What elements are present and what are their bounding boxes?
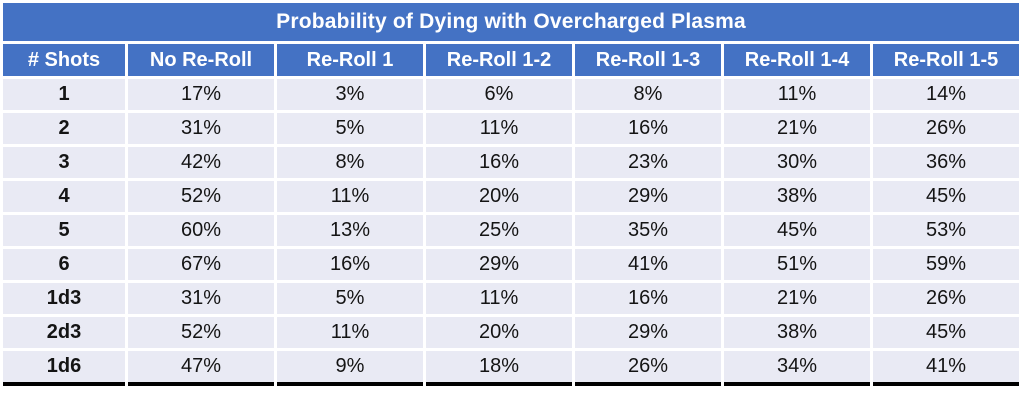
table-cell: 26% — [873, 283, 1020, 314]
table-cell: 26% — [873, 113, 1020, 144]
table-cell: 5% — [277, 283, 423, 314]
column-header-no-reroll: No Re-Roll — [128, 44, 274, 76]
table-cell: 8% — [575, 79, 721, 110]
probability-table: Probability of Dying with Overcharged Pl… — [3, 3, 1020, 386]
table-row: 2d3 52% 11% 20% 29% 38% 45% — [3, 317, 1020, 348]
column-header-reroll-1-3: Re-Roll 1-3 — [575, 44, 721, 76]
table-cell: 38% — [724, 181, 870, 212]
table-cell: 42% — [128, 147, 274, 178]
table-cell: 6% — [426, 79, 572, 110]
column-header-reroll-1-4: Re-Roll 1-4 — [724, 44, 870, 76]
table-title: Probability of Dying with Overcharged Pl… — [3, 3, 1020, 41]
table-cell: 8% — [277, 147, 423, 178]
table-cell: 31% — [128, 113, 274, 144]
table-cell: 11% — [426, 283, 572, 314]
column-header-reroll-1: Re-Roll 1 — [277, 44, 423, 76]
table-row: 6 67% 16% 29% 41% 51% 59% — [3, 249, 1020, 280]
table-row: 5 60% 13% 25% 35% 45% 53% — [3, 215, 1020, 246]
table-cell: 31% — [128, 283, 274, 314]
table-cell: 60% — [128, 215, 274, 246]
table-row: 1d3 31% 5% 11% 16% 21% 26% — [3, 283, 1020, 314]
table-cell: 14% — [873, 79, 1020, 110]
table-cell: 11% — [724, 79, 870, 110]
table-cell: 52% — [128, 181, 274, 212]
table-cell: 53% — [873, 215, 1020, 246]
table-cell: 23% — [575, 147, 721, 178]
table-cell: 16% — [277, 249, 423, 280]
table-cell: 41% — [873, 351, 1020, 386]
table-cell: 45% — [724, 215, 870, 246]
table-cell: 45% — [873, 317, 1020, 348]
row-label: 5 — [3, 215, 125, 246]
table-cell: 9% — [277, 351, 423, 386]
table-cell: 5% — [277, 113, 423, 144]
table-cell: 67% — [128, 249, 274, 280]
table-cell: 16% — [575, 283, 721, 314]
table-cell: 13% — [277, 215, 423, 246]
table-cell: 25% — [426, 215, 572, 246]
table-row: 1 17% 3% 6% 8% 11% 14% — [3, 79, 1020, 110]
table-cell: 20% — [426, 317, 572, 348]
table-cell: 29% — [575, 317, 721, 348]
table-cell: 21% — [724, 283, 870, 314]
table-cell: 18% — [426, 351, 572, 386]
table-cell: 52% — [128, 317, 274, 348]
row-label: 6 — [3, 249, 125, 280]
table-cell: 47% — [128, 351, 274, 386]
column-header-shots: # Shots — [3, 44, 125, 76]
table-cell: 26% — [575, 351, 721, 386]
title-row: Probability of Dying with Overcharged Pl… — [3, 3, 1020, 41]
table-cell: 21% — [724, 113, 870, 144]
table-cell: 16% — [575, 113, 721, 144]
column-header-reroll-1-5: Re-Roll 1-5 — [873, 44, 1020, 76]
table-cell: 16% — [426, 147, 572, 178]
table-cell: 51% — [724, 249, 870, 280]
table-cell: 35% — [575, 215, 721, 246]
row-label: 1d3 — [3, 283, 125, 314]
table-row: 2 31% 5% 11% 16% 21% 26% — [3, 113, 1020, 144]
table-cell: 11% — [277, 317, 423, 348]
row-label: 1 — [3, 79, 125, 110]
table-row: 1d6 47% 9% 18% 26% 34% 41% — [3, 351, 1020, 386]
row-label: 1d6 — [3, 351, 125, 386]
header-row: # Shots No Re-Roll Re-Roll 1 Re-Roll 1-2… — [3, 44, 1020, 76]
table-cell: 29% — [426, 249, 572, 280]
table-cell: 30% — [724, 147, 870, 178]
table-row: 3 42% 8% 16% 23% 30% 36% — [3, 147, 1020, 178]
row-label: 4 — [3, 181, 125, 212]
table-cell: 3% — [277, 79, 423, 110]
table-cell: 11% — [277, 181, 423, 212]
table-cell: 20% — [426, 181, 572, 212]
table-row: 4 52% 11% 20% 29% 38% 45% — [3, 181, 1020, 212]
table-cell: 38% — [724, 317, 870, 348]
table-cell: 59% — [873, 249, 1020, 280]
table-cell: 41% — [575, 249, 721, 280]
row-label: 2d3 — [3, 317, 125, 348]
table-cell: 45% — [873, 181, 1020, 212]
table-cell: 29% — [575, 181, 721, 212]
column-header-reroll-1-2: Re-Roll 1-2 — [426, 44, 572, 76]
table-cell: 36% — [873, 147, 1020, 178]
table-cell: 17% — [128, 79, 274, 110]
table-cell: 34% — [724, 351, 870, 386]
row-label: 2 — [3, 113, 125, 144]
row-label: 3 — [3, 147, 125, 178]
table-cell: 11% — [426, 113, 572, 144]
